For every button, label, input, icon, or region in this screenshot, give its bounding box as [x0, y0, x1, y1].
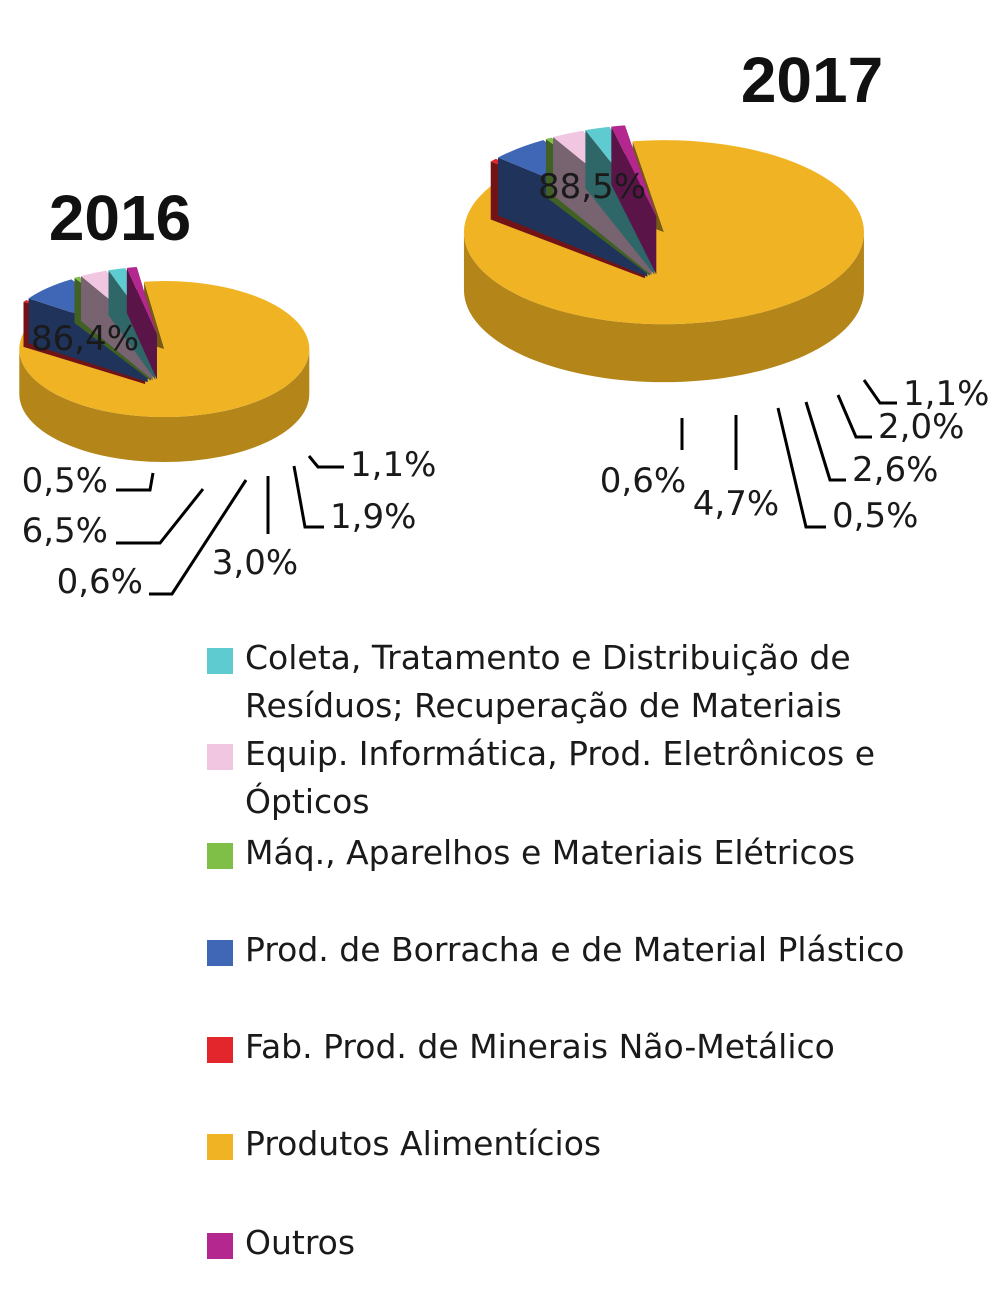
data-label: 1,1%	[903, 374, 989, 414]
data-label: 0,5%	[832, 496, 918, 536]
legend-label: Outros	[245, 1223, 356, 1262]
legend-label: Fab. Prod. de Minerais Não-Metálico	[245, 1027, 835, 1066]
chart-title: 2017	[741, 44, 883, 116]
slice-rim	[19, 349, 310, 463]
leader-line	[804, 401, 846, 482]
pie-slice	[611, 125, 657, 275]
legend-item: Coleta, Tratamento e Distribuição de Res…	[207, 634, 945, 730]
legend-swatch	[207, 940, 233, 966]
leader-line	[307, 455, 344, 469]
legend-swatch	[207, 648, 233, 674]
legend-swatch	[207, 1233, 233, 1259]
legend-item: Equip. Informática, Prod. Eletrônicos e …	[207, 730, 945, 826]
data-label: 86,4%	[31, 319, 139, 359]
data-label: 3,0%	[212, 543, 298, 583]
legend-label: Coleta, Tratamento e Distribuição de Res…	[245, 638, 851, 725]
legend-swatch	[207, 1134, 233, 1160]
slice-top	[19, 281, 310, 418]
data-label: 2,6%	[852, 450, 938, 490]
leader-line	[149, 479, 248, 596]
leader-line	[116, 472, 155, 492]
slice-top	[463, 140, 864, 325]
data-label: 0,5%	[22, 461, 108, 501]
leader-line	[292, 465, 324, 529]
legend-item: Outros	[207, 1219, 945, 1267]
legend-swatch	[207, 843, 233, 869]
legend-item: Fab. Prod. de Minerais Não-Metálico	[207, 1023, 945, 1071]
slice-wall	[28, 298, 148, 383]
legend-swatch	[207, 744, 233, 770]
data-label: 4,7%	[693, 484, 779, 524]
slice-top	[126, 267, 157, 335]
slice-rim	[463, 232, 864, 383]
data-label: 88,5%	[538, 167, 646, 207]
data-label: 0,6%	[600, 461, 686, 501]
data-label: 1,1%	[350, 445, 436, 485]
legend-item: Produtos Alimentícios	[207, 1120, 945, 1168]
legend-item: Máq., Aparelhos e Materiais Elétricos	[207, 829, 945, 877]
leader-line	[862, 379, 897, 405]
slice-top	[611, 125, 657, 217]
pie-chart-2016: 2016 86,4% 0,5% 6,5% 0,6% 3,0% 1,9% 1,1%	[19, 182, 436, 602]
data-label: 2,0%	[878, 407, 964, 447]
leader-line	[836, 394, 872, 439]
leader-line	[116, 488, 205, 545]
data-label: 1,9%	[330, 497, 416, 537]
chart-title: 2016	[49, 182, 191, 254]
pie-chart-2017: 2017 88,5% 0,6%4,7% 0,5% 2,6%2,0%1,1%	[463, 44, 989, 536]
legend-label: Equip. Informática, Prod. Eletrônicos e …	[245, 734, 876, 821]
legend-swatch	[207, 1037, 233, 1063]
legend-label: Prod. de Borracha e de Material Plástico	[245, 930, 905, 969]
data-label: 0,6%	[57, 562, 143, 602]
legend-item: Prod. de Borracha e de Material Plástico	[207, 926, 945, 974]
legend-label: Máq., Aparelhos e Materiais Elétricos	[245, 833, 856, 872]
pie-slice	[126, 267, 157, 380]
data-label: 6,5%	[22, 511, 108, 551]
leader-line	[776, 407, 826, 529]
pie-charts: 2016 86,4% 0,5% 6,5% 0,6% 3,0% 1,9% 1,1% 2017 88,…	[19, 44, 989, 602]
legend-label: Produtos Alimentícios	[245, 1124, 602, 1163]
